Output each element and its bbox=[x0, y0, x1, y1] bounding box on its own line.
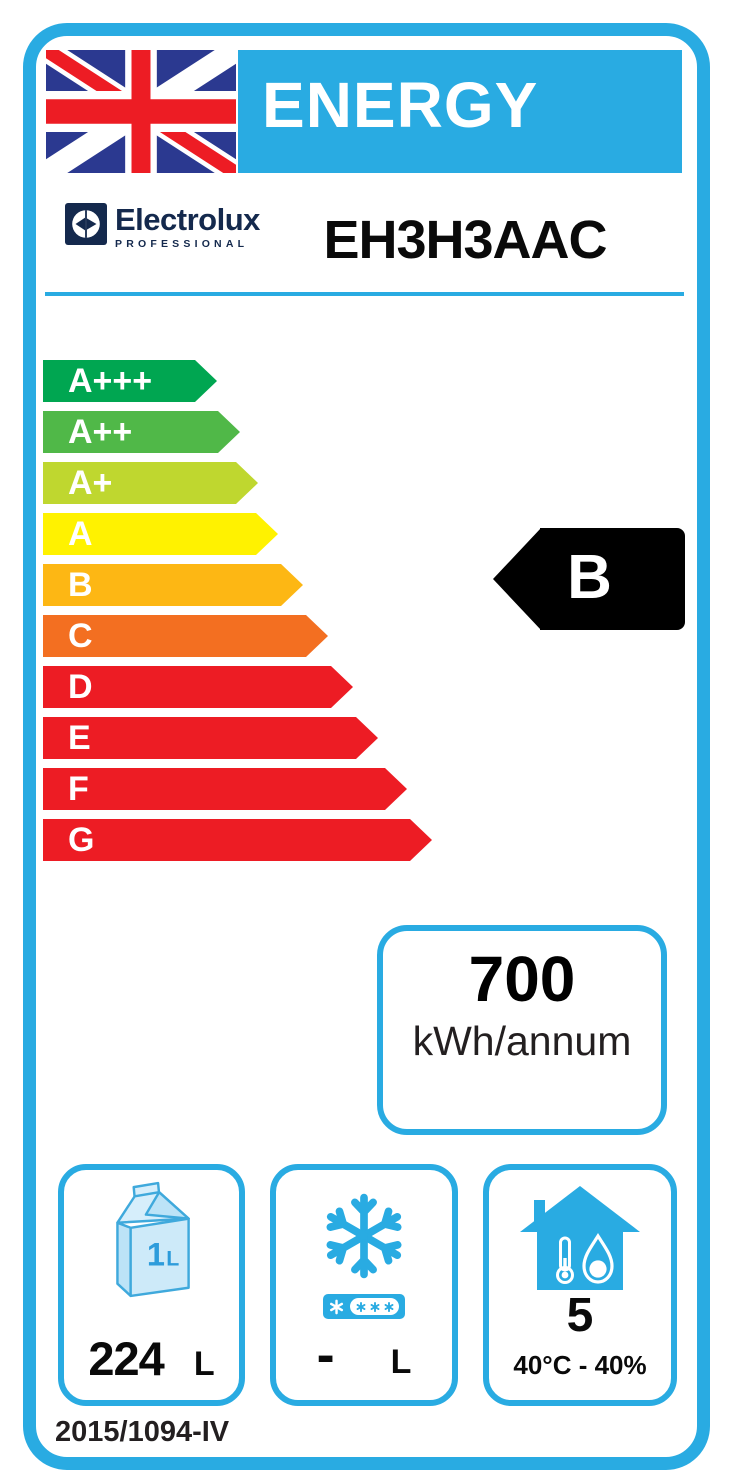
droplet-icon bbox=[582, 1233, 614, 1284]
energy-class-bar-a: A bbox=[43, 513, 278, 555]
energy-class-label: C bbox=[68, 617, 93, 655]
frozen-volume-unit: L bbox=[390, 1343, 412, 1381]
energy-class-arrow-tip bbox=[356, 717, 378, 759]
energy-class-bar-b: B bbox=[43, 564, 303, 606]
energy-class-bar-e: E bbox=[43, 717, 378, 759]
uk-flag-icon bbox=[46, 50, 236, 173]
frozen-volume-row: - L bbox=[276, 1324, 452, 1386]
energy-class-label: A+ bbox=[68, 464, 113, 502]
climate-class-value: 5 bbox=[566, 1289, 594, 1342]
star-icon bbox=[370, 1301, 379, 1312]
climate-class-box: 5 40°C - 40% bbox=[483, 1164, 677, 1406]
freezer-star-pill bbox=[350, 1298, 399, 1315]
energy-class-arrow-tip bbox=[236, 462, 258, 504]
energy-class-arrow-tip bbox=[281, 564, 303, 606]
energy-class-arrow-tip bbox=[410, 819, 432, 861]
energy-class-bar-c: C bbox=[43, 615, 328, 657]
brand-wordmark: Electrolux PROFESSIONAL bbox=[115, 203, 260, 250]
energy-class-bar-d: D bbox=[43, 666, 353, 708]
energy-class-label: A bbox=[68, 515, 93, 553]
energy-class-arrow-tip bbox=[195, 360, 217, 402]
carton-volume-number: 1 bbox=[146, 1236, 164, 1272]
energy-class-arrow-tip bbox=[256, 513, 278, 555]
energy-class-bar-g: G bbox=[43, 819, 432, 861]
star-icon bbox=[356, 1301, 365, 1312]
energy-class-label: B bbox=[68, 566, 93, 604]
thermometer-icon bbox=[556, 1236, 574, 1284]
freezer-star-rating-badge bbox=[323, 1294, 405, 1319]
energy-class-arrow-tip bbox=[385, 768, 407, 810]
carton-volume-unit: L bbox=[166, 1246, 179, 1270]
chilled-volume-value: 224 bbox=[88, 1332, 164, 1385]
current-rating-letter: B bbox=[567, 542, 612, 612]
energy-class-arrow-tip bbox=[331, 666, 353, 708]
energy-consumption-box: 700 kWh/annum bbox=[377, 925, 667, 1135]
energy-class-label: F bbox=[68, 770, 89, 808]
energy-class-label: D bbox=[68, 668, 93, 706]
electrolux-logo-mark bbox=[65, 203, 107, 245]
frozen-volume-value: - bbox=[316, 1325, 335, 1385]
star-icon bbox=[384, 1301, 393, 1312]
chilled-volume-row: 224 L bbox=[64, 1331, 239, 1386]
energy-consumption-unit: kWh/annum bbox=[412, 1018, 632, 1064]
label-border bbox=[23, 23, 710, 1470]
energy-title: ENERGY bbox=[262, 68, 539, 141]
star-icon bbox=[330, 1299, 344, 1314]
frozen-volume-box: - L bbox=[270, 1164, 458, 1406]
energy-class-bar-a+++: A+++ bbox=[43, 360, 217, 402]
brand-subtitle: PROFESSIONAL bbox=[115, 238, 249, 250]
energy-class-bar-a+: A+ bbox=[43, 462, 258, 504]
regulation-number: 2015/1094-IV bbox=[55, 1416, 230, 1448]
current-rating-arrow: B bbox=[493, 528, 685, 630]
energy-banner: ENERGY bbox=[238, 50, 682, 173]
model-number: EH3H3AAC bbox=[323, 210, 607, 270]
energy-class-label: A+++ bbox=[68, 362, 153, 400]
house-climate-icon bbox=[520, 1186, 640, 1290]
milk-carton-icon: 1 L bbox=[115, 1181, 190, 1298]
energy-class-bar-a++: A++ bbox=[43, 411, 240, 453]
electrolux-logo: Electrolux PROFESSIONAL bbox=[65, 203, 260, 250]
energy-class-scale: A+++ A++ A+ A B C D E F G bbox=[43, 360, 432, 870]
snowflake-icon bbox=[316, 1186, 412, 1286]
energy-class-arrow-tip bbox=[218, 411, 240, 453]
chilled-volume-unit: L bbox=[193, 1345, 215, 1383]
chilled-volume-box: 1 L 224 L bbox=[58, 1164, 245, 1406]
current-rating-body: B bbox=[540, 528, 685, 630]
energy-class-label: A++ bbox=[68, 413, 133, 451]
divider-line bbox=[45, 292, 684, 296]
energy-consumption-value: 700 bbox=[468, 943, 576, 1015]
energy-class-arrow-tip bbox=[306, 615, 328, 657]
current-rating-arrow-tip bbox=[493, 528, 541, 630]
brand-name: Electrolux bbox=[115, 202, 260, 237]
climate-condition: 40°C - 40% bbox=[513, 1350, 647, 1380]
energy-class-bar-f: F bbox=[43, 768, 407, 810]
energy-class-label: G bbox=[68, 821, 95, 859]
energy-class-label: E bbox=[68, 719, 91, 757]
